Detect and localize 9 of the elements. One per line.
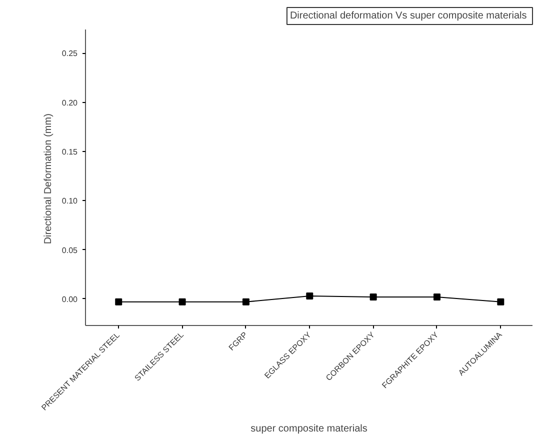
chart-title: Directional deformation Vs super composite materials [290,10,527,22]
y-tick-label: 0.00 [62,294,78,304]
y-tick-label: 0.20 [62,98,78,108]
y-axis-title: Directional Deformation (mm) [42,114,54,244]
x-axis-title: super composite materials [250,424,368,435]
y-tick-label: 0.25 [62,49,78,58]
y-tick-label: 0.10 [62,196,78,206]
y-tick-label: 0.15 [62,147,78,156]
y-tick-label: 0.05 [62,246,78,255]
